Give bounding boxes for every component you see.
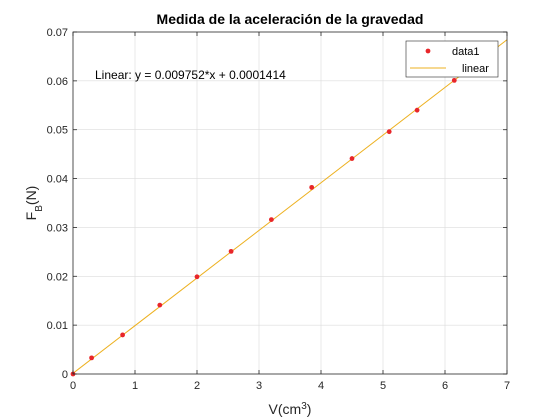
fit-line-layer [72,39,508,374]
x-tick-label: 7 [504,380,510,392]
x-tick-label: 1 [132,380,138,392]
data-point [89,355,94,361]
y-tick-label: 0.04 [47,174,68,186]
data-point [386,129,392,135]
x-tick-label: 3 [256,380,262,392]
x-axis-label: V(cm3) [269,401,312,418]
y-axis-label: FB(N) [23,186,45,221]
x-tick-label: 5 [380,380,386,392]
data-point [269,217,274,223]
grid [73,32,507,374]
y-tick-label: 0.05 [47,125,68,137]
data-point [451,77,457,83]
legend: data1 linear [405,40,499,78]
data-point [349,156,355,161]
data-point [120,332,125,338]
data-point [414,107,420,113]
data-point [228,248,234,254]
y-tick-label: 0.03 [47,222,68,234]
chart-title: Medida de la aceleración de la gravedad [157,11,424,27]
legend-marker-data1 [425,48,431,54]
y-tick-label: 0.02 [47,271,68,283]
x-tick-label: 0 [70,380,76,392]
x-tick-label: 6 [442,380,448,392]
legend-label-data1: data1 [452,46,480,58]
legend-box [405,40,499,78]
x-tick-label: 4 [318,380,324,392]
fit-equation-annotation: Linear: y = 0.009752*x + 0.0001414 [95,68,286,82]
legend-label-linear: linear [462,63,489,75]
data-point [309,184,315,190]
y-tick-label: 0 [62,369,68,381]
data-point [194,274,200,280]
fit-line [72,39,508,374]
x-tick-label: 2 [194,380,200,392]
y-tick-label: 0.01 [47,320,68,332]
data-points-layer [70,77,457,377]
y-tick-label: 0.06 [47,76,68,88]
plot-area [73,32,507,374]
axes-box [72,31,508,375]
data-point [157,302,163,308]
y-tick-label: 0.07 [47,27,68,39]
ticks-layer: 0 1 2 3 4 5 6 7 0 0.01 0.02 0.03 0.04 0.05 0.06 0.07 [47,27,510,392]
